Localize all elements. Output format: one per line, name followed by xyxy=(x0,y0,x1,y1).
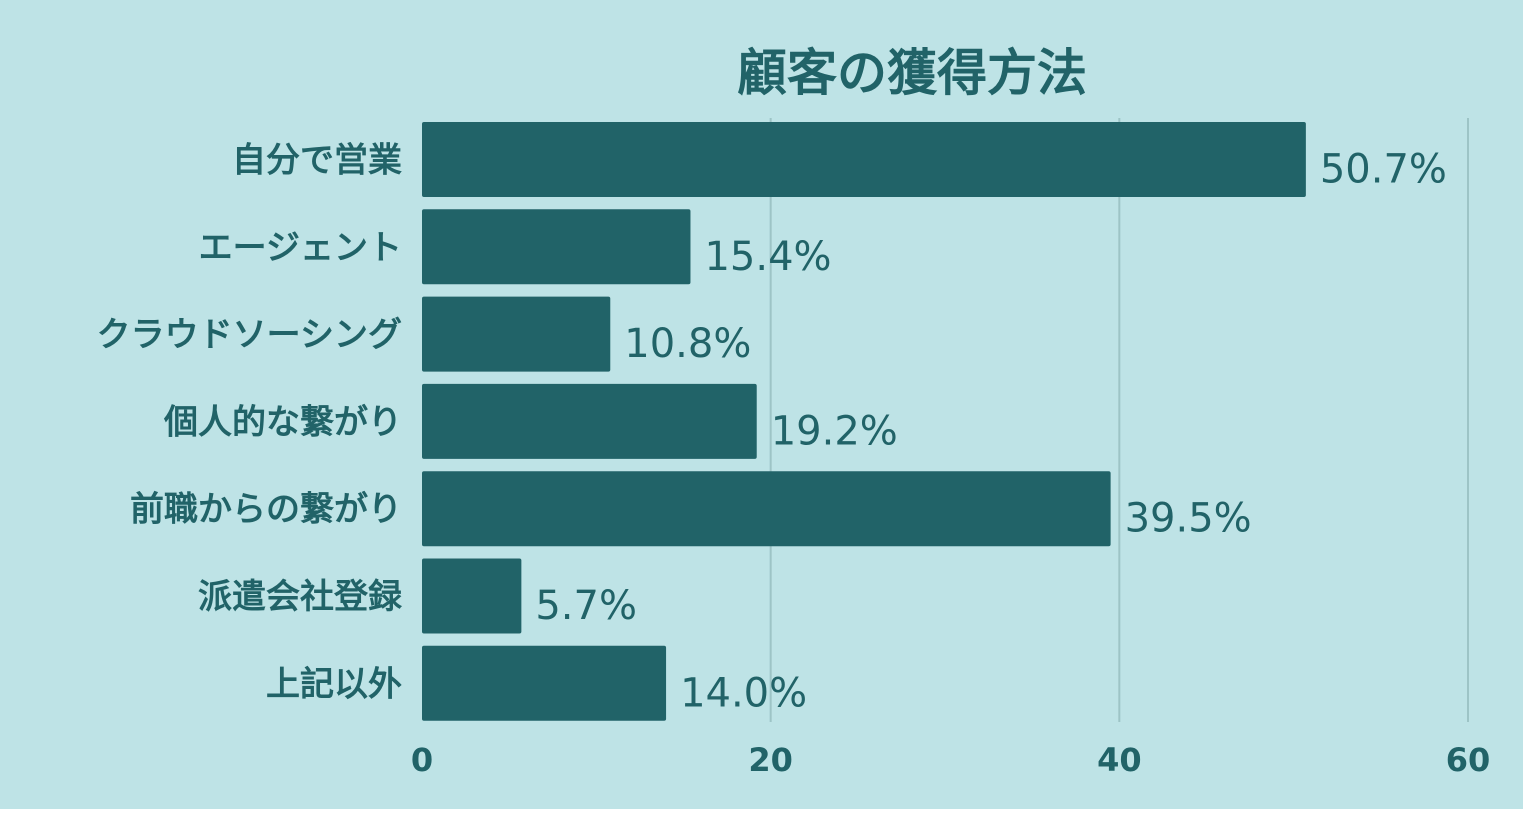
bar xyxy=(422,558,522,634)
bar xyxy=(422,645,667,721)
bar xyxy=(422,209,691,285)
grid-layer xyxy=(769,118,1469,722)
value-label: 50.7% xyxy=(1320,147,1447,193)
x-tick-label: 60 xyxy=(1446,741,1491,779)
x-tick-label: 20 xyxy=(748,741,793,779)
value-label: 5.7% xyxy=(535,583,637,629)
chart-title: 顧客の獲得方法 xyxy=(737,44,1087,102)
x-tick-label: 0 xyxy=(411,741,433,779)
value-label: 14.0% xyxy=(680,670,807,716)
bar-layer: 自分で営業 50.7% エージェント 15.4% クラウドソーシング 10.8% 個人的な繋… xyxy=(97,122,1447,721)
value-label: 19.2% xyxy=(771,408,898,454)
bar xyxy=(422,122,1306,197)
bar xyxy=(422,471,1111,547)
category-label: 前職からの繋がり xyxy=(130,490,402,530)
category-label: クラウドソーシング xyxy=(97,315,402,355)
bar xyxy=(422,383,757,459)
tick-layer: 0 20 40 60 xyxy=(411,741,1490,779)
category-label: 上記以外 xyxy=(266,664,402,704)
category-label: 自分で営業 xyxy=(232,141,402,181)
category-label: エージェント xyxy=(199,228,402,268)
category-label: 派遣会社登録 xyxy=(198,577,403,617)
bar xyxy=(422,296,611,372)
value-label: 39.5% xyxy=(1125,496,1252,542)
category-label: 個人的な繋がり xyxy=(163,402,402,442)
value-label: 10.8% xyxy=(624,321,751,367)
x-tick-label: 40 xyxy=(1097,741,1142,779)
value-label: 15.4% xyxy=(704,234,831,280)
